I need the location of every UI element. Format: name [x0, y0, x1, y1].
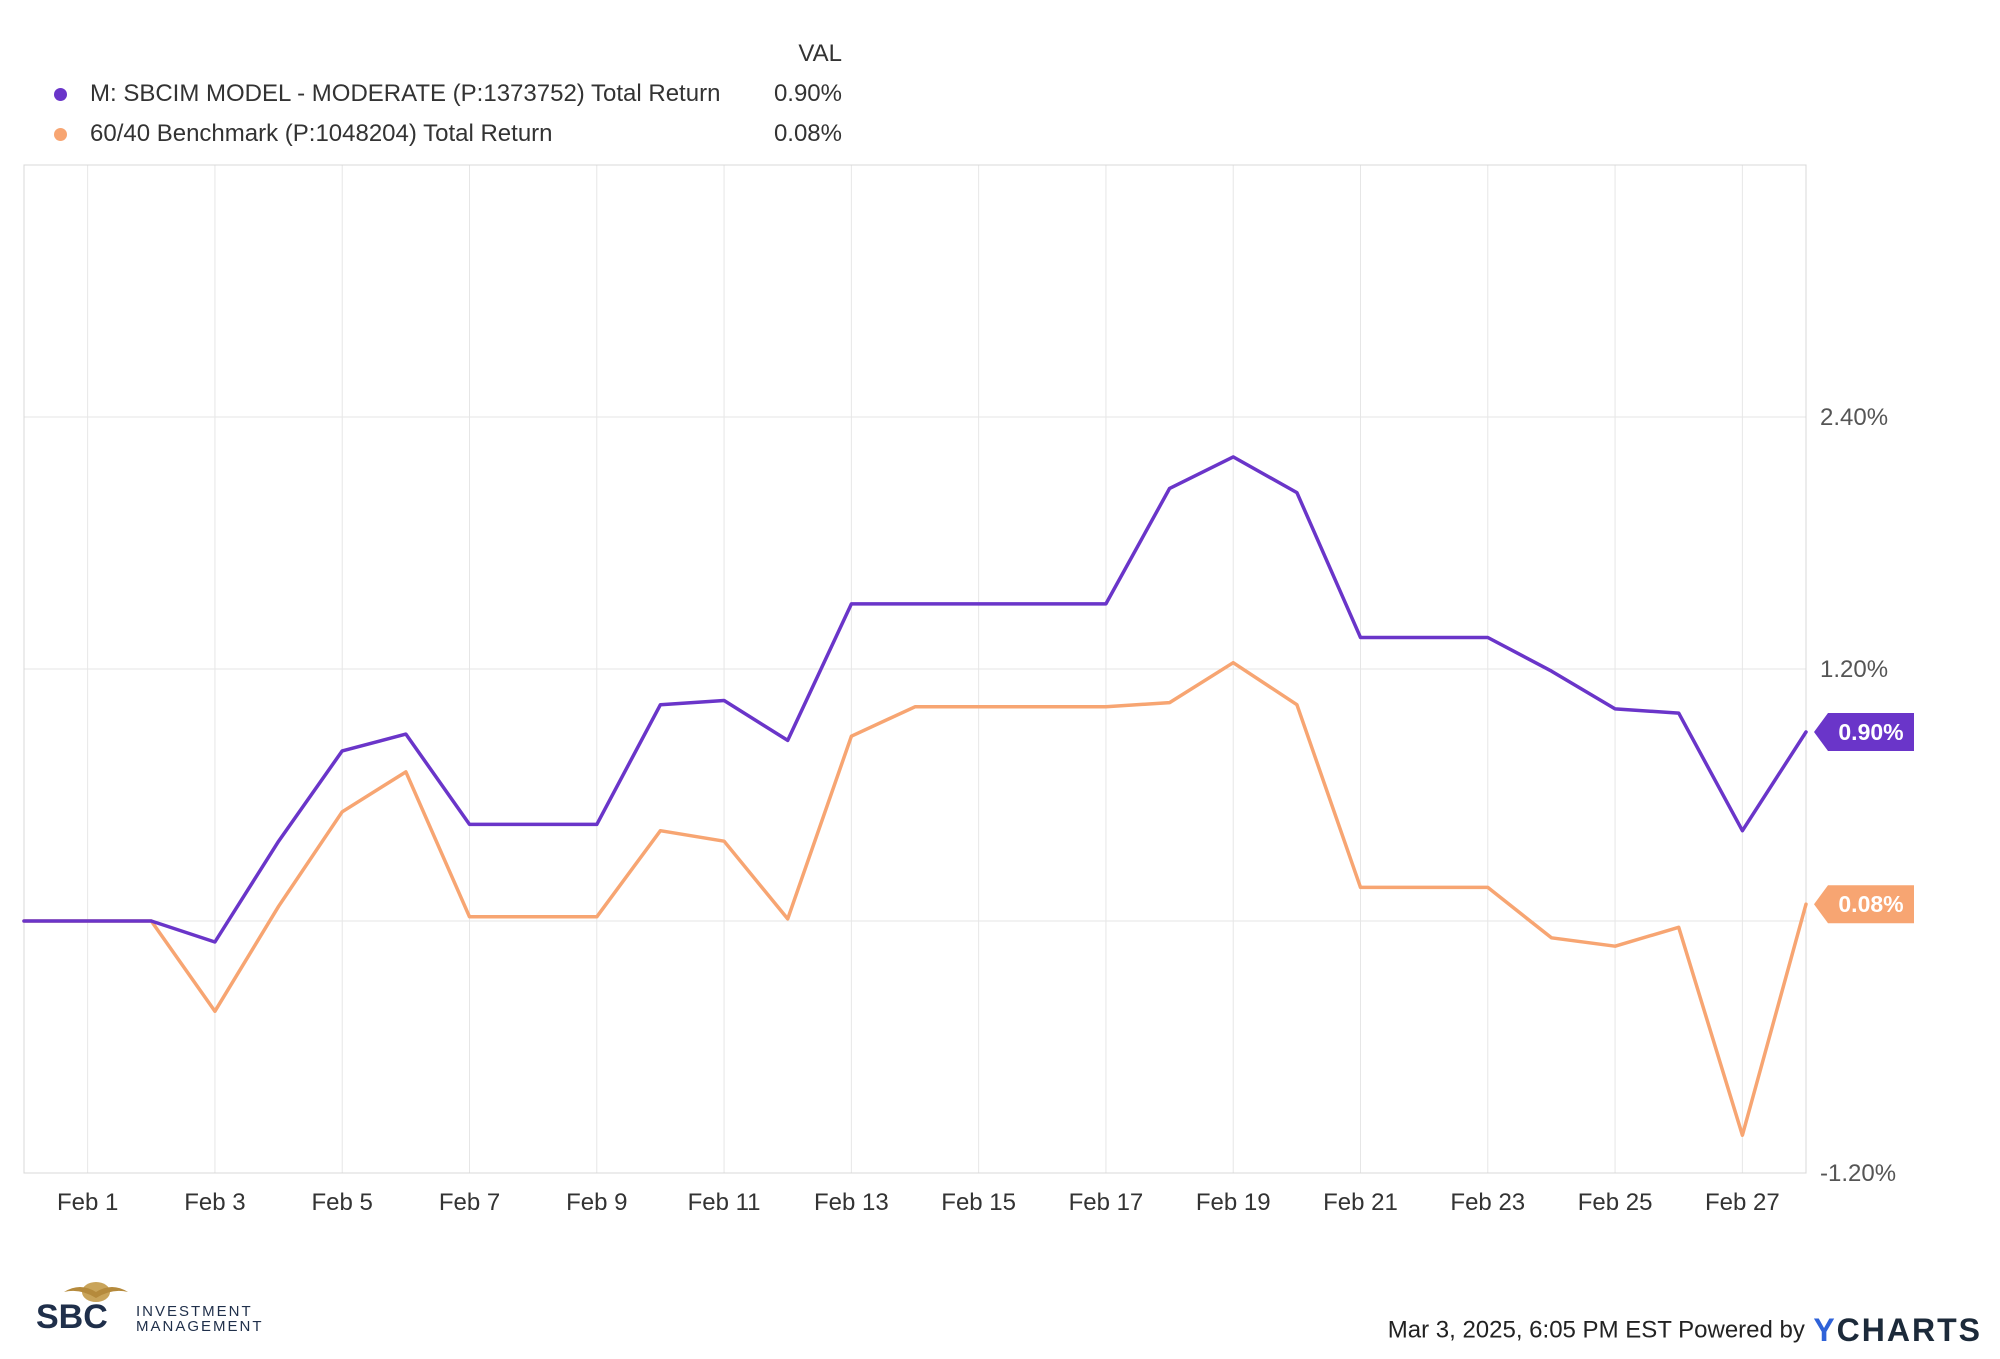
axes	[23, 164, 1807, 1174]
series-line-1	[22, 660, 1808, 1137]
x-tick-label: Feb 21	[1323, 1189, 1398, 1216]
end-value-label: 0.08%	[1838, 891, 1903, 917]
series-line-0	[22, 455, 1808, 944]
legend-item-label: M: SBCIM MODEL - MODERATE (P:1373752) To…	[90, 80, 721, 107]
plot-frame	[23, 164, 1807, 1174]
x-tick-label: Feb 27	[1705, 1189, 1780, 1216]
logo-line2: MANAGEMENT	[136, 1318, 264, 1335]
series-lines	[22, 455, 1808, 1137]
end-value-label: 0.90%	[1838, 719, 1903, 745]
x-tick-label: Feb 5	[312, 1189, 373, 1216]
timestamp: Mar 3, 2025, 6:05 PM EST Powered by	[1387, 1316, 1805, 1344]
x-tick-label: Feb 3	[184, 1189, 245, 1216]
x-tick-label: Feb 9	[566, 1189, 627, 1216]
legend-item-label: 60/40 Benchmark (P:1048204) Total Return	[90, 120, 553, 147]
x-tick-label: Feb 1	[57, 1189, 118, 1216]
x-tick-label: Feb 17	[1069, 1189, 1144, 1216]
legend: VAL M: SBCIM MODEL - MODERATE (P:1373752…	[0, 0, 860, 160]
sbc-logo-icon: SBC INVESTMENT MANAGEMENT	[36, 1282, 264, 1336]
legend-item-value: 0.90%	[773, 80, 842, 107]
x-tick-label: Feb 11	[688, 1189, 761, 1216]
legend-item-value: 0.08%	[773, 120, 842, 147]
x-tick-label: Feb 13	[814, 1189, 889, 1216]
legend-dot-icon	[54, 88, 67, 101]
y-tick-label: -1.20%	[1820, 1160, 1896, 1187]
company-logo: SBC INVESTMENT MANAGEMENT	[34, 1278, 284, 1338]
x-tick-label: Feb 15	[941, 1189, 1016, 1216]
legend-value-header: VAL	[798, 40, 842, 67]
logo-line1: INVESTMENT	[136, 1303, 253, 1320]
x-tick-label: Feb 7	[439, 1189, 500, 1216]
y-tick-label: 2.40%	[1820, 404, 1888, 431]
footer-attribution: Mar 3, 2025, 6:05 PM EST Powered by YCHA…	[1388, 1312, 1982, 1348]
x-tick-label: Feb 25	[1578, 1189, 1653, 1216]
ycharts-logo[interactable]: YCHARTS	[1813, 1312, 1982, 1348]
legend-item-benchmark[interactable]: 60/40 Benchmark (P:1048204) Total Return…	[50, 116, 842, 152]
x-tick-label: Feb 23	[1450, 1189, 1525, 1216]
legend-item-sbcim[interactable]: M: SBCIM MODEL - MODERATE (P:1373752) To…	[50, 76, 842, 112]
end-value-flag	[1814, 885, 1914, 924]
axis-labels: Feb 1 Feb 3 Feb 5 Feb 7 Feb 9 Feb 11 Feb 13 Feb…	[57, 404, 1914, 1216]
grid-lines	[24, 165, 1806, 1174]
end-value-flag	[1814, 713, 1914, 751]
legend-dot-icon	[54, 128, 67, 141]
y-tick-label: 1.20%	[1820, 656, 1888, 683]
logo-text: SBC	[36, 1298, 108, 1336]
x-tick-label: Feb 19	[1196, 1189, 1271, 1216]
